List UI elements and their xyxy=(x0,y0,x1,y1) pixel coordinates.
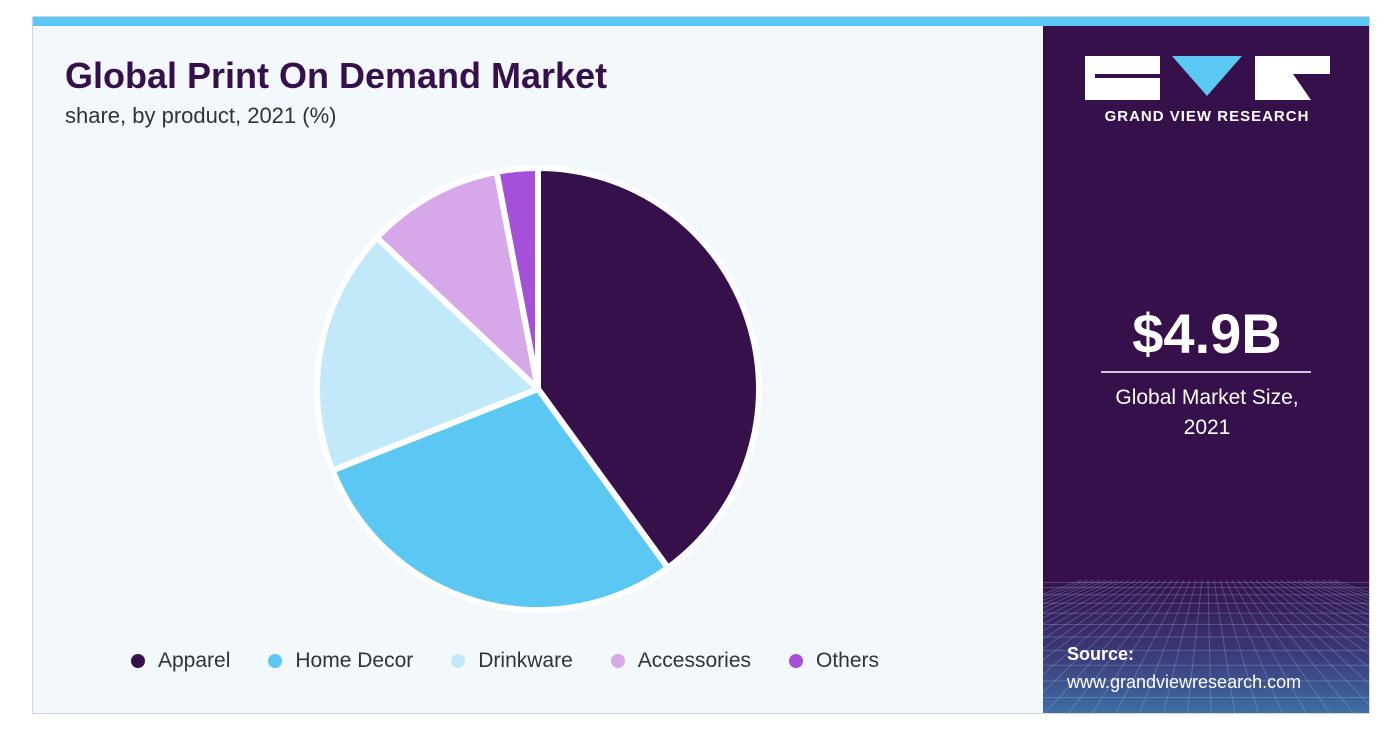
value-divider xyxy=(1101,371,1311,373)
pie-slice-others xyxy=(493,165,541,392)
legend-item-accessories: Accessories xyxy=(610,649,751,673)
brand-name: GRAND VIEW RESEARCH xyxy=(1104,108,1310,125)
legend-dot-others xyxy=(789,654,803,668)
pie-slice-drinkware xyxy=(314,234,541,474)
chart-legend: Apparel Home Decor Drinkware Accessories Oth… xyxy=(131,649,917,673)
legend-dot-drinkware xyxy=(451,654,466,668)
pie-chart xyxy=(314,165,762,613)
legend-label-others: Others xyxy=(816,649,880,672)
grid-background xyxy=(1043,580,1369,713)
legend-dot-apparel xyxy=(131,654,145,668)
pie-slice-home-decor xyxy=(329,386,671,613)
source-label: Source: xyxy=(1067,644,1135,664)
legend-dot-home-decor xyxy=(268,654,283,668)
source-link[interactable]: www.grandviewresearch.com xyxy=(1067,672,1302,692)
grid-pattern xyxy=(1043,580,1369,713)
market-size-label-line1: Global Market Size, xyxy=(1115,386,1299,409)
legend-label-home-decor: Home Decor xyxy=(295,649,414,672)
legend-item-apparel: Apparel xyxy=(131,649,230,673)
chart-subtitle: share, by product, 2021 (%) xyxy=(65,103,337,128)
legend-item-others: Others xyxy=(789,649,879,673)
market-size-value: $4.9B xyxy=(1132,302,1282,365)
legend-label-drinkware: Drinkware xyxy=(478,649,573,672)
top-accent-bar xyxy=(33,17,1369,26)
chart-title: Global Print On Demand Market xyxy=(65,55,608,96)
market-size-label: Global Market Size, 2021 xyxy=(1043,383,1369,443)
legend-label-accessories: Accessories xyxy=(637,649,751,672)
gvr-logo-icon xyxy=(1085,56,1330,100)
legend-label-apparel: Apparel xyxy=(158,649,231,672)
legend-item-drinkware: Drinkware xyxy=(451,649,573,673)
market-size-label-line2: 2021 xyxy=(1183,416,1231,439)
pie-slice-accessories xyxy=(373,168,541,392)
chart-card: Global Print On Demand Market share, by … xyxy=(32,16,1370,714)
legend-item-home-decor: Home Decor xyxy=(268,649,413,673)
pie-slice-apparel xyxy=(535,165,762,571)
summary-panel: GRAND VIEW RESEARCH $4.9B Global Market … xyxy=(1043,26,1369,713)
legend-dot-accessories xyxy=(610,654,625,668)
